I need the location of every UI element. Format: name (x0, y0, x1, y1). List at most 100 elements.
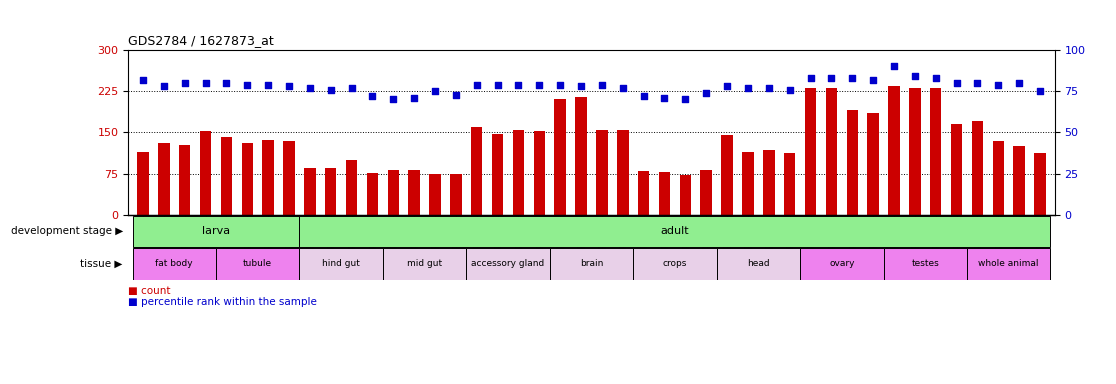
Text: ovary: ovary (829, 259, 855, 268)
Point (489, 81, 507, 88)
Point (781, 86, 799, 93)
Point (969, 80, 987, 86)
Bar (1035, 153, 1046, 215)
Bar (680, 175, 691, 215)
Point (134, 76, 152, 83)
Point (530, 81, 548, 88)
Point (1010, 80, 1028, 86)
Text: tissue ▶: tissue ▶ (80, 259, 123, 269)
Point (218, 80, 235, 86)
Text: tubule: tubule (243, 259, 272, 268)
Bar (701, 170, 712, 215)
Bar (972, 121, 983, 215)
Bar (466, 248, 550, 280)
Point (301, 85, 319, 91)
Bar (158, 144, 170, 215)
Bar (262, 140, 273, 215)
Bar (471, 127, 482, 215)
Bar (200, 131, 211, 215)
Bar (826, 88, 837, 215)
Bar (133, 216, 299, 247)
Text: brain: brain (580, 259, 603, 268)
Point (885, 63, 903, 70)
Point (760, 85, 778, 91)
Bar (430, 174, 441, 215)
Text: mid gut: mid gut (407, 259, 442, 268)
Bar (805, 88, 816, 215)
Text: accessory gland: accessory gland (471, 259, 545, 268)
Point (405, 95, 423, 101)
Point (280, 83, 298, 89)
Bar (763, 150, 775, 215)
Text: crops: crops (663, 259, 687, 268)
Point (426, 88, 444, 94)
Bar (137, 152, 148, 215)
Bar (492, 134, 503, 215)
Bar (555, 99, 566, 215)
Bar (658, 172, 671, 215)
Point (446, 91, 464, 98)
Point (906, 73, 924, 79)
Bar (408, 170, 420, 215)
Bar (179, 145, 191, 215)
Text: whole animal: whole animal (979, 259, 1039, 268)
Bar (221, 137, 232, 215)
Point (844, 75, 862, 81)
Point (573, 83, 590, 89)
Point (384, 96, 402, 103)
Text: adult: adult (661, 226, 690, 236)
Bar (742, 152, 753, 215)
Bar (992, 141, 1004, 215)
Text: testes: testes (912, 259, 940, 268)
Point (635, 93, 653, 99)
Point (175, 80, 193, 86)
Bar (800, 248, 884, 280)
Bar (847, 111, 858, 215)
Bar (930, 88, 942, 215)
Point (655, 95, 673, 101)
Bar (550, 248, 633, 280)
Text: ■ count: ■ count (128, 286, 171, 296)
Bar (299, 248, 383, 280)
Bar (716, 248, 800, 280)
Point (739, 85, 757, 91)
Point (551, 81, 569, 88)
Bar (299, 216, 1050, 247)
Point (239, 81, 257, 88)
Bar (633, 248, 716, 280)
Bar (617, 130, 628, 215)
Bar (867, 113, 879, 215)
Point (364, 93, 382, 99)
Text: head: head (747, 259, 770, 268)
Point (614, 85, 632, 91)
Point (510, 81, 528, 88)
Point (676, 96, 694, 103)
Bar (951, 124, 962, 215)
Point (822, 75, 840, 81)
Bar (884, 248, 966, 280)
Bar (966, 248, 1050, 280)
Bar (304, 168, 316, 215)
Bar (910, 88, 921, 215)
Text: ■ percentile rank within the sample: ■ percentile rank within the sample (128, 297, 317, 307)
Point (593, 81, 610, 88)
Point (343, 85, 360, 91)
Bar (783, 153, 796, 215)
Bar (596, 130, 607, 215)
Bar (133, 248, 217, 280)
Point (259, 81, 277, 88)
Bar (325, 168, 336, 215)
Point (926, 75, 944, 81)
Bar (888, 86, 899, 215)
Bar (346, 160, 357, 215)
Bar (367, 173, 378, 215)
Bar (241, 144, 253, 215)
Point (321, 86, 339, 93)
Bar (283, 141, 295, 215)
Bar (383, 248, 466, 280)
Text: hind gut: hind gut (323, 259, 360, 268)
Point (196, 80, 214, 86)
Bar (387, 170, 400, 215)
Bar (217, 248, 299, 280)
Bar (512, 130, 525, 215)
